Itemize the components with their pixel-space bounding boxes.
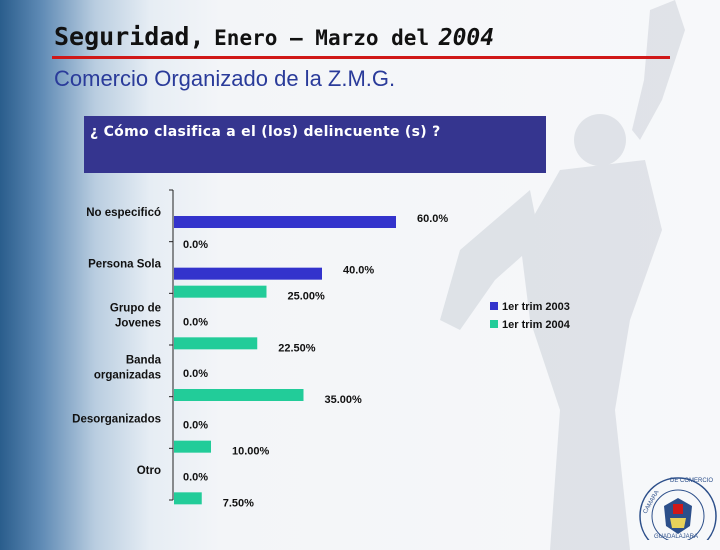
svg-text:CAMARA: CAMARA [643, 490, 661, 515]
statue-watermark [440, 0, 685, 550]
legend-swatch [490, 320, 498, 328]
data-label: 22.50% [278, 342, 316, 354]
data-label: 60.0% [417, 213, 448, 225]
category-label: Jovenes [115, 318, 161, 330]
category-label: organizadas [94, 369, 161, 381]
data-label: 0.0% [183, 316, 208, 328]
data-label: 0.0% [183, 239, 208, 251]
bar-2003 [174, 267, 322, 280]
bar-2004 [174, 285, 267, 298]
page-subtitle: Comercio Organizado de la Z.M.G. [54, 66, 396, 91]
title-year: 2004 [438, 25, 495, 51]
data-label: 10.00% [232, 446, 270, 458]
data-label: 40.0% [343, 265, 374, 277]
legend-label: 1er trim 2003 [502, 301, 570, 313]
category-label: Desorganizados [72, 414, 161, 426]
data-label: 0.0% [183, 471, 208, 483]
chamber-seal-logo: CAMARA DE COMERCIO GUADALAJARA [639, 477, 717, 540]
bar-2004 [174, 440, 211, 453]
bar-2004 [174, 389, 304, 401]
category-label: Banda [126, 354, 162, 366]
category-label: Grupo de [110, 303, 161, 315]
data-label: 25.00% [288, 291, 326, 303]
legend-label: 1er trim 2004 [502, 319, 571, 331]
data-label: 0.0% [183, 368, 208, 380]
bar-2004 [174, 337, 258, 350]
category-label: Persona Sola [88, 259, 161, 271]
title-rest: Enero – Marzo del [214, 26, 430, 50]
category-label: Otro [137, 465, 161, 477]
svg-text:DE COMERCIO: DE COMERCIO [670, 478, 713, 484]
bar-2004 [174, 492, 202, 505]
legend-swatch [490, 302, 498, 310]
title-main: Seguridad, [54, 22, 205, 51]
question-banner: ¿ Cómo clasifica a el (los) delincuente … [84, 116, 546, 173]
category-label: No especificó [86, 207, 161, 219]
data-label: 7.50% [223, 497, 254, 509]
data-label: 0.0% [183, 420, 208, 432]
question-text: ¿ Cómo clasifica a el (los) delincuente … [90, 124, 441, 140]
title-rule [52, 56, 670, 59]
bar-2003 [174, 216, 396, 228]
page-title: Seguridad, Enero – Marzo del 2004 [54, 22, 494, 51]
data-label: 35.00% [325, 394, 363, 406]
svg-text:GUADALAJARA: GUADALAJARA [654, 534, 698, 540]
